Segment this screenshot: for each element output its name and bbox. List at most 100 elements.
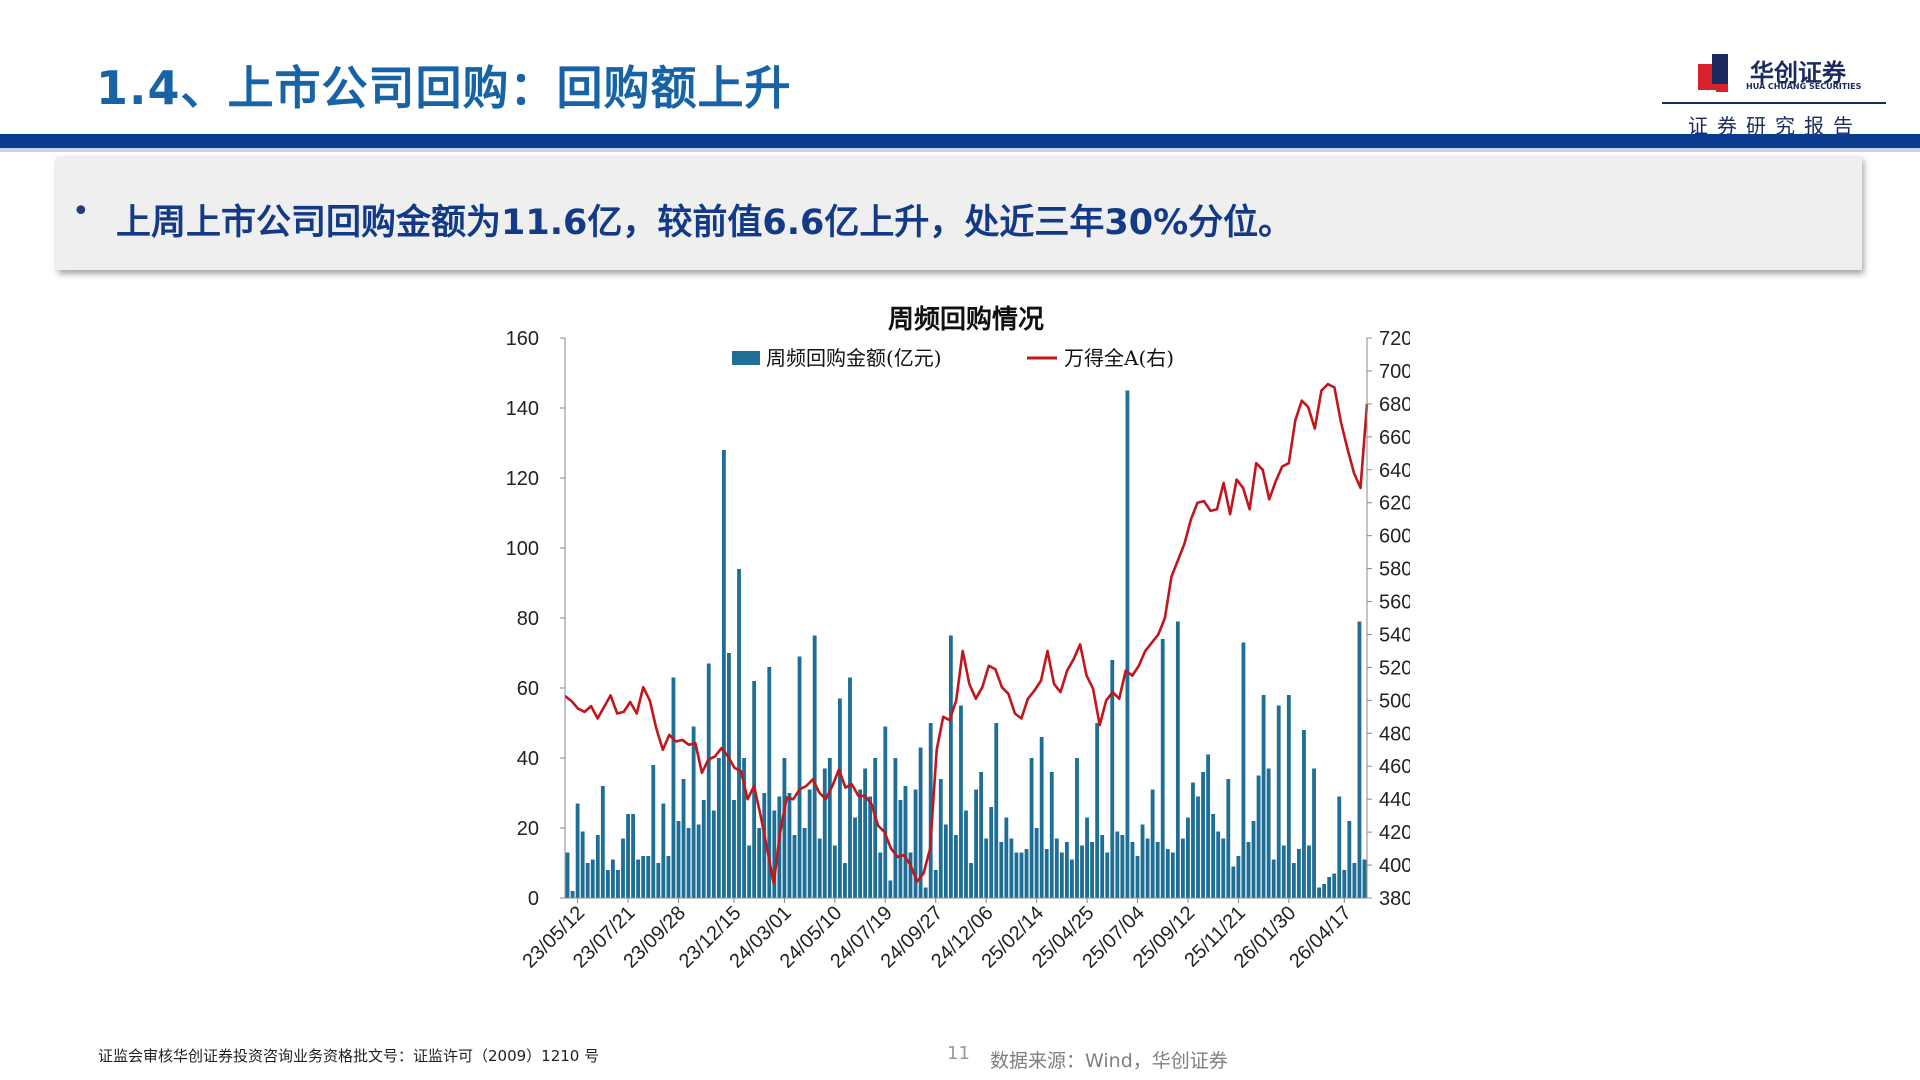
header-band-shadow bbox=[0, 148, 1920, 152]
right-tick-label: 4800 bbox=[1379, 723, 1410, 745]
bar bbox=[762, 793, 767, 898]
bar bbox=[787, 793, 792, 898]
bar bbox=[1347, 821, 1352, 898]
bar bbox=[898, 800, 903, 898]
bar bbox=[1009, 838, 1014, 898]
bar bbox=[792, 835, 797, 898]
left-tick-label: 0 bbox=[528, 888, 539, 910]
bar bbox=[837, 698, 842, 898]
bar bbox=[1100, 835, 1105, 898]
bar bbox=[1150, 789, 1155, 898]
bar bbox=[1261, 695, 1266, 898]
chart-title: 周频回购情况 bbox=[888, 305, 1044, 335]
logo-name: 华创证券 bbox=[1750, 59, 1846, 87]
bar bbox=[853, 817, 857, 898]
bar bbox=[984, 838, 989, 898]
bar bbox=[888, 880, 893, 898]
right-tick-label: 4400 bbox=[1379, 789, 1410, 811]
bar bbox=[646, 856, 651, 898]
bar bbox=[994, 723, 999, 898]
summary-text: 上周上市公司回购金额为11.6亿，较前值6.6亿上升，处近三年30%分位。 bbox=[116, 203, 1294, 243]
bar bbox=[1105, 852, 1110, 898]
bar bbox=[868, 796, 873, 898]
left-tick-label: 20 bbox=[517, 818, 539, 840]
bar bbox=[681, 779, 686, 898]
bar bbox=[1286, 695, 1291, 898]
right-tick-label: 4200 bbox=[1379, 822, 1410, 844]
right-tick-label: 6000 bbox=[1379, 526, 1410, 548]
bar bbox=[959, 705, 963, 898]
legend-bar-swatch bbox=[732, 351, 760, 365]
bar bbox=[565, 852, 570, 898]
bar bbox=[1064, 842, 1069, 898]
bar bbox=[933, 870, 938, 898]
bar bbox=[999, 842, 1004, 898]
bar bbox=[721, 450, 726, 898]
bullet-marker: • bbox=[72, 194, 90, 229]
bar bbox=[1044, 849, 1049, 898]
bar bbox=[1291, 863, 1296, 898]
right-tick-label: 5600 bbox=[1379, 592, 1410, 614]
left-tick-label: 120 bbox=[506, 468, 539, 490]
left-tick-label: 40 bbox=[517, 748, 539, 770]
right-tick-label: 5800 bbox=[1379, 559, 1410, 581]
bar bbox=[605, 870, 610, 898]
left-tick-label: 160 bbox=[506, 328, 539, 350]
summary-box: • 上周上市公司回购金额为11.6亿，较前值6.6亿上升，处近三年30%分位。 bbox=[56, 156, 1862, 270]
bar bbox=[1221, 838, 1226, 898]
logo-red-foot bbox=[1716, 84, 1728, 92]
bar bbox=[863, 768, 868, 898]
bar bbox=[822, 768, 827, 898]
bar bbox=[1080, 845, 1084, 898]
bar bbox=[807, 789, 812, 898]
buyback-chart: 周频回购情况 0 20 40 60 80 100 120 140 160 3800 4000 4200 4… bbox=[506, 305, 1410, 973]
bar bbox=[878, 852, 883, 898]
bar bbox=[1241, 642, 1246, 898]
bar bbox=[636, 859, 641, 898]
right-tick-label: 6200 bbox=[1379, 493, 1410, 515]
bar bbox=[812, 635, 817, 898]
bar bbox=[923, 887, 928, 898]
bar bbox=[611, 859, 615, 898]
right-tick-label: 7200 bbox=[1379, 328, 1410, 350]
bar bbox=[1196, 796, 1200, 898]
bar bbox=[631, 814, 636, 898]
bar bbox=[1145, 838, 1150, 898]
right-tick-label: 6600 bbox=[1379, 427, 1410, 449]
bar bbox=[1090, 842, 1095, 898]
bar bbox=[1342, 870, 1347, 898]
bar bbox=[600, 786, 605, 898]
bar bbox=[1246, 842, 1251, 898]
left-tick-label: 140 bbox=[506, 398, 539, 420]
bar bbox=[938, 779, 943, 898]
bar bbox=[1231, 866, 1236, 898]
bar bbox=[616, 870, 620, 898]
right-tick-label: 3800 bbox=[1379, 888, 1410, 910]
bar bbox=[1125, 390, 1130, 898]
bar bbox=[580, 831, 585, 898]
right-tick-label: 5000 bbox=[1379, 690, 1410, 712]
bar bbox=[1337, 796, 1342, 898]
bar bbox=[1317, 887, 1321, 898]
right-tick-label: 6800 bbox=[1379, 394, 1410, 416]
bar bbox=[913, 789, 918, 898]
bar bbox=[651, 765, 656, 898]
right-tick-label: 6400 bbox=[1379, 460, 1410, 482]
bar bbox=[1226, 779, 1231, 898]
bar bbox=[1029, 758, 1034, 898]
bar bbox=[943, 824, 948, 898]
bar bbox=[1175, 621, 1180, 898]
bar bbox=[1160, 639, 1165, 898]
bar bbox=[1039, 737, 1044, 898]
logo-subtitle: HUA CHUANG SECURITIES bbox=[1746, 82, 1862, 91]
header-rule bbox=[1662, 102, 1886, 104]
legend-bar-label: 周频回购金额(亿元) bbox=[766, 346, 942, 370]
bar bbox=[782, 758, 787, 898]
bar bbox=[742, 758, 746, 898]
bar bbox=[1054, 838, 1059, 898]
bar bbox=[696, 824, 701, 898]
left-tick-label: 100 bbox=[506, 538, 539, 560]
bar bbox=[1165, 849, 1170, 898]
bar bbox=[979, 772, 984, 898]
bar bbox=[711, 810, 716, 898]
